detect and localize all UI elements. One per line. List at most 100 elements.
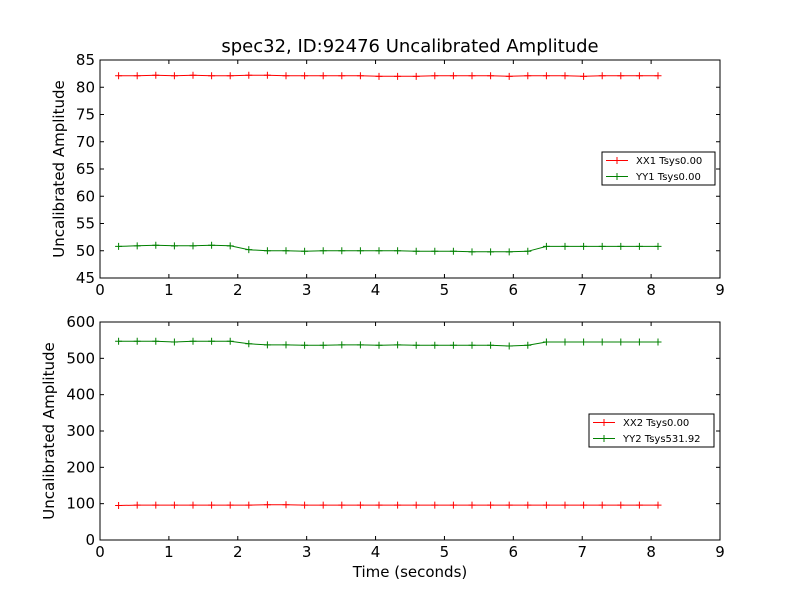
data-point [524,501,532,509]
data-point [170,242,178,250]
data-point [282,247,290,255]
data-point [115,337,123,345]
x-tick-label: 3 [302,543,312,561]
data-point [580,242,588,250]
data-point [561,338,569,346]
data-point [338,72,346,80]
data-point [635,242,643,250]
data-point [133,72,141,80]
legend-box [601,151,716,186]
data-point [487,341,495,349]
data-point [356,72,364,80]
data-point [133,501,141,509]
data-point [356,341,364,349]
data-point [189,242,197,250]
x-tick-label: 8 [646,281,656,299]
data-point [654,501,662,509]
y-tick-label: 60 [76,187,95,205]
data-point [226,337,234,345]
data-point [412,501,420,509]
data-point [208,72,216,80]
data-point [468,248,476,256]
data-point [319,247,327,255]
data-point [189,71,197,79]
data-point [263,247,271,255]
data-point [338,247,346,255]
legend-marker [600,435,608,442]
data-point [635,501,643,509]
x-tick-label: 9 [715,543,725,561]
data-point [561,501,569,509]
data-point [375,501,383,509]
chart-title: spec32, ID:92476 Uncalibrated Amplitude [221,36,598,57]
data-point [226,242,234,250]
data-point [319,341,327,349]
y-tick-label: 45 [76,269,95,287]
data-point [394,341,402,349]
x-tick-label: 6 [509,543,519,561]
data-point [431,247,439,255]
x-tick-label: 1 [164,543,174,561]
data-point [524,72,532,80]
legend-entry: XX2 Tsys0.00 [623,418,689,429]
data-point [375,341,383,349]
data-point [487,248,495,256]
y-tick-label: 400 [66,386,95,404]
y-tick-label: 50 [76,242,95,260]
data-point [189,501,197,509]
data-point [394,501,402,509]
x-tick-label: 5 [440,281,450,299]
data-point [394,72,402,80]
data-point [431,341,439,349]
x-tick-label: 1 [164,281,174,299]
data-point [301,72,309,80]
x-tick-label: 7 [577,543,587,561]
legend-entry: XX1 Tsys0.00 [636,156,702,167]
y-tick-label: 55 [76,215,95,233]
y-tick-label: 0 [85,531,95,549]
data-point [598,338,606,346]
data-point [319,72,327,80]
data-point [226,72,234,80]
y-tick-label: 75 [76,106,95,124]
legend-marker [613,157,621,164]
data-point [449,341,457,349]
data-point [505,342,513,350]
data-point [487,72,495,80]
data-point [449,72,457,80]
y-axis-label: Uncalibrated Amplitude [40,342,58,519]
data-point [487,501,495,509]
series-line [118,340,658,347]
legend-marker [613,173,621,180]
data-point [152,241,160,249]
data-point [115,501,123,509]
y-tick-label: 85 [76,51,95,69]
legend-box [588,413,715,448]
data-point [338,341,346,349]
data-point [617,72,625,80]
data-point [115,242,123,250]
data-point [170,72,178,80]
x-tick-label: 2 [233,281,243,299]
data-point [394,247,402,255]
data-point [635,72,643,80]
data-point [208,241,216,249]
data-point [208,337,216,345]
data-point [412,72,420,80]
data-point [375,247,383,255]
data-point [133,337,141,345]
data-point [505,248,513,256]
data-point [375,72,383,80]
data-point [356,501,364,509]
y-tick-label: 500 [66,349,95,367]
x-tick-label: 7 [577,281,587,299]
data-point [301,341,309,349]
x-tick-label: 8 [646,543,656,561]
data-point [263,341,271,349]
data-point [598,242,606,250]
data-point [282,501,290,509]
data-point [282,72,290,80]
data-point [245,340,253,348]
